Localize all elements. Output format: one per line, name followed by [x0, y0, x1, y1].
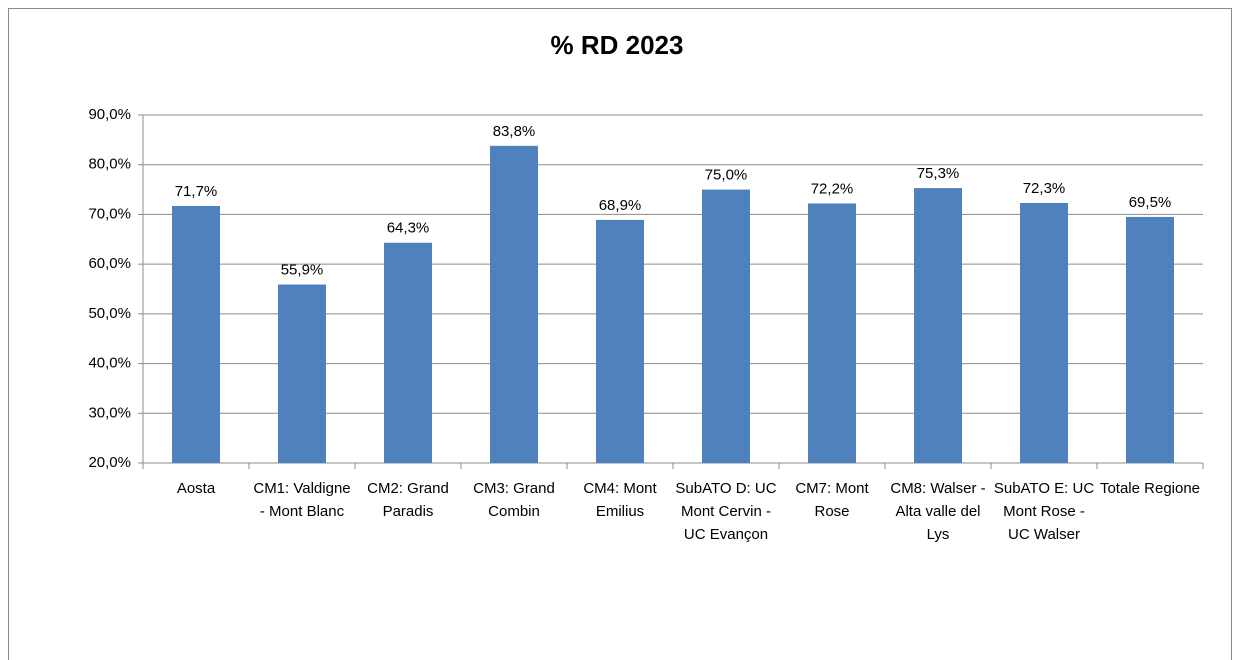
value-label: 55,9%: [281, 261, 324, 278]
x-tick-label: CM2: Grand Paradis: [367, 480, 449, 520]
bar: [702, 189, 750, 464]
value-label: 72,2%: [811, 180, 854, 197]
y-tick-label: 60,0%: [88, 255, 131, 272]
bar: [1126, 216, 1174, 463]
x-tick-label: CM8: Walser - Alta valle del Lys: [890, 480, 986, 543]
bar: [278, 284, 326, 463]
value-label: 64,3%: [387, 220, 430, 237]
bar: [596, 219, 644, 463]
value-label: 75,0%: [705, 167, 748, 184]
x-tick-label: Aosta: [176, 480, 216, 497]
y-tick-label: 40,0%: [88, 355, 131, 372]
y-tick-label: 90,0%: [88, 106, 131, 123]
value-label: 72,3%: [1023, 180, 1066, 197]
bar: [1020, 202, 1068, 463]
x-tick-label: CM7: Mont Rose: [795, 480, 869, 520]
x-tick-label: CM4: Mont Emilius: [583, 480, 657, 520]
value-label: 83,8%: [493, 123, 536, 140]
x-tick-label: SubATO D: UC Mont Cervin - UC Evançon: [675, 480, 777, 543]
y-tick-label: 20,0%: [88, 454, 131, 471]
y-tick-label: 70,0%: [88, 205, 131, 222]
bar: [172, 205, 220, 463]
bar: [914, 188, 962, 463]
bar: [384, 242, 432, 463]
chart-frame: [8, 8, 1232, 660]
bar: [808, 203, 856, 463]
bar: [490, 145, 538, 463]
x-tick-label: SubATO E: UC Mont Rose - UC Walser: [993, 480, 1095, 543]
y-tick-label: 50,0%: [88, 305, 131, 322]
y-tick-label: 80,0%: [88, 156, 131, 173]
y-tick-label: 30,0%: [88, 404, 131, 421]
value-label: 71,7%: [175, 183, 218, 200]
chart-title: % RD 2023: [551, 30, 684, 60]
value-label: 69,5%: [1129, 194, 1172, 211]
x-tick-label: CM3: Grand Combin: [473, 480, 555, 520]
value-label: 68,9%: [599, 197, 642, 214]
value-label: 75,3%: [917, 165, 960, 182]
x-tick-label: CM1: Valdigne - Mont Blanc: [253, 480, 351, 520]
x-tick-label: Totale Regione: [1099, 480, 1201, 497]
